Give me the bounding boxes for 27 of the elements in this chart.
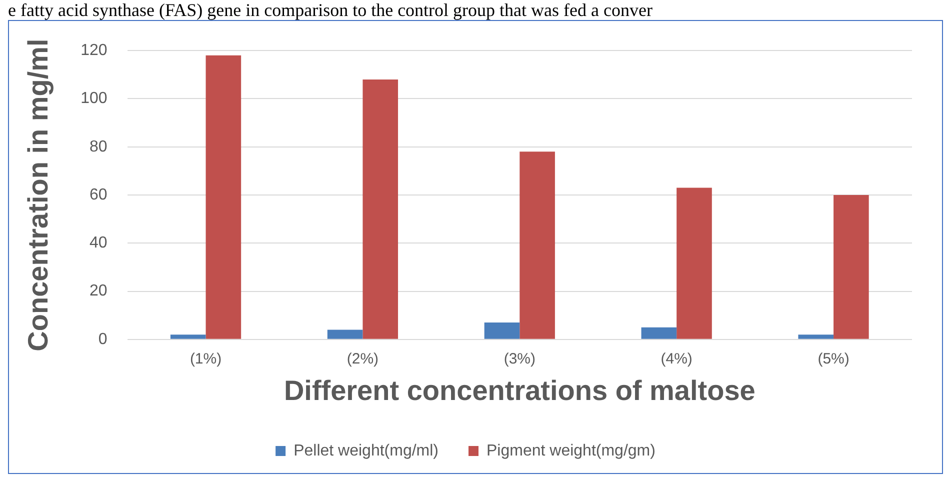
- x-tick-label: (3%): [504, 350, 536, 368]
- y-axis-title: Concentration in mg/ml: [22, 38, 54, 352]
- bar: [641, 327, 677, 339]
- bar: [798, 334, 834, 339]
- y-tick-label: 60: [90, 186, 108, 204]
- x-axis-title: Different concentrations of maltose: [284, 374, 756, 406]
- y-tick-label: 80: [90, 138, 108, 156]
- legend-label: Pigment weight(mg/gm): [486, 442, 656, 460]
- bar: [170, 334, 206, 339]
- x-tick-label: (1%): [190, 350, 222, 368]
- bar: [362, 79, 398, 339]
- bar: [520, 152, 555, 339]
- text: e fatty acid synthase (FAS) gene in comparison to the control group that was fed a conver: [8, 0, 654, 20]
- y-tick-label: 0: [98, 330, 108, 348]
- bar: [327, 330, 363, 339]
- y-tick-label: 20: [90, 282, 108, 300]
- bar: [484, 322, 520, 339]
- x-tick-label: (5%): [818, 350, 850, 368]
- x-tick-label: (2%): [346, 350, 379, 368]
- bar: [676, 188, 712, 339]
- bar: [834, 195, 869, 339]
- y-tick-label: 100: [80, 90, 108, 108]
- y-tick-label: 120: [80, 42, 108, 60]
- y-tick-label: 40: [90, 234, 108, 252]
- legend-label: Pellet weight(mg/ml): [294, 442, 438, 460]
- bar: [206, 55, 242, 339]
- x-tick-label: (4%): [660, 350, 692, 368]
